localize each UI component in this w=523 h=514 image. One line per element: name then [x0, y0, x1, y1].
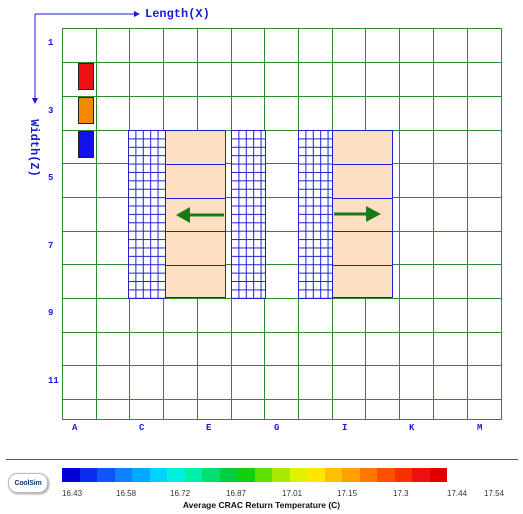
legend-tick: 17.3: [393, 489, 409, 498]
row-label: 5: [48, 173, 54, 183]
legend-tick: 16.87: [226, 489, 247, 498]
grid-line-horizontal: [62, 197, 502, 198]
grid-line-horizontal: [62, 96, 502, 97]
rack-divider: [166, 198, 225, 199]
grid-line-horizontal: [62, 130, 502, 131]
perforated-tiles-left: [128, 130, 166, 299]
legend-separator: [6, 459, 518, 460]
legend-swatch: [272, 468, 290, 482]
legend-swatch: [394, 468, 412, 482]
legend-swatch: [184, 468, 202, 482]
coolsim-logo-text: CoolSim: [14, 479, 42, 487]
x-axis-title: Length(X): [145, 7, 210, 21]
legend-swatch: [412, 468, 430, 482]
row-label: 9: [48, 308, 54, 318]
rack-divider: [333, 164, 392, 165]
crac-unit-blue[interactable]: [78, 131, 94, 158]
legend-swatch: [377, 468, 395, 482]
col-label: C: [139, 423, 145, 433]
legend-swatch: [429, 468, 447, 482]
legend-tick: 16.72: [170, 489, 191, 498]
grid-line-horizontal: [62, 264, 502, 265]
perforated-tiles-center: [231, 130, 266, 299]
rack-divider: [333, 198, 392, 199]
rack-divider: [166, 231, 225, 232]
row-label: 7: [48, 241, 54, 251]
legend-tick: 16.58: [116, 489, 137, 498]
grid-line-horizontal: [62, 365, 502, 366]
col-label: I: [342, 423, 348, 433]
legend-swatch: [237, 468, 255, 482]
grid-line-vertical: [433, 28, 434, 420]
perforated-tiles-right: [298, 130, 333, 299]
legend-swatch: [149, 468, 167, 482]
grid-line-horizontal: [62, 62, 502, 63]
legend-swatch: [289, 468, 307, 482]
coolsim-logo: CoolSim: [8, 473, 48, 493]
col-label: M: [477, 423, 483, 433]
col-label: A: [72, 423, 78, 433]
grid-line-horizontal: [62, 163, 502, 164]
legend-swatch: [167, 468, 185, 482]
grid-line-horizontal: [62, 231, 502, 232]
row-label: 1: [48, 38, 54, 48]
rack-divider: [166, 265, 225, 266]
grid-line-horizontal: [62, 332, 502, 333]
grid-line-vertical: [96, 28, 97, 420]
legend-swatch: [97, 468, 115, 482]
airflow-right-arrow-icon: [334, 206, 381, 222]
grid-line-vertical: [467, 28, 468, 420]
row-label: 3: [48, 106, 54, 116]
grid-line-horizontal: [62, 399, 502, 400]
legend-color-bar: [62, 468, 447, 482]
crac-unit-orange[interactable]: [78, 97, 94, 124]
airflow-left-arrow-icon: [176, 207, 224, 223]
legend-swatch: [132, 468, 150, 482]
rack-divider: [333, 231, 392, 232]
grid-line-horizontal: [62, 298, 502, 299]
col-label: K: [409, 423, 415, 433]
legend-swatch: [307, 468, 325, 482]
floor-grid: [62, 28, 502, 420]
legend-tick: 16.43: [62, 489, 83, 498]
legend-swatch: [62, 468, 80, 482]
legend-swatch: [342, 468, 360, 482]
legend-swatch: [324, 468, 342, 482]
legend-swatch: [359, 468, 377, 482]
legend-swatch: [114, 468, 132, 482]
rack-divider: [166, 164, 225, 165]
legend-tick: 17.44: [447, 489, 468, 498]
legend-swatch: [254, 468, 272, 482]
col-label: E: [206, 423, 212, 433]
col-label: G: [274, 423, 280, 433]
legend-tick: 17.54: [484, 489, 505, 498]
row-label: 11: [48, 376, 59, 386]
rack-divider: [333, 265, 392, 266]
legend-tick: 17.15: [337, 489, 358, 498]
grid-line-vertical: [399, 28, 400, 420]
legend-swatch: [79, 468, 97, 482]
legend-swatch: [202, 468, 220, 482]
legend-swatch: [219, 468, 237, 482]
legend-title: Average CRAC Return Temperature (C): [182, 500, 341, 510]
crac-unit-red[interactable]: [78, 63, 94, 90]
legend-tick: 17.01: [282, 489, 303, 498]
